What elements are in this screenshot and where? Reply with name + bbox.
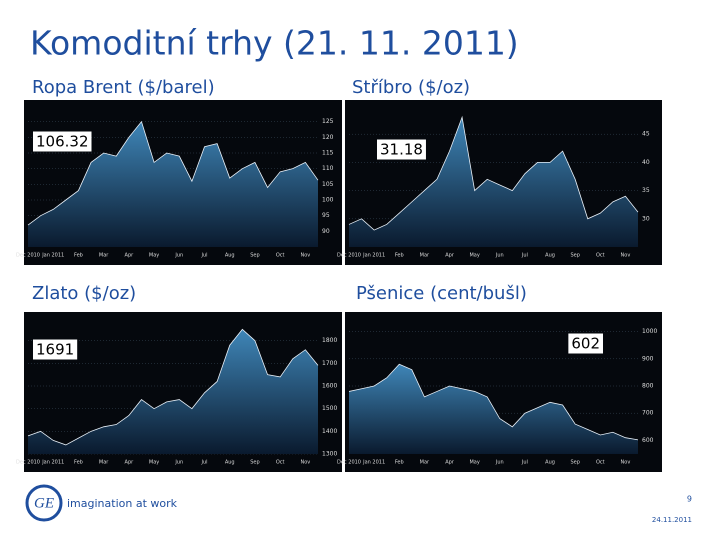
x-tick-label: Dec 2010 [16, 253, 40, 259]
y-tick-label: 1000 [642, 328, 657, 335]
label-background [568, 333, 603, 354]
x-tick-label: Mar [420, 253, 430, 259]
x-tick-label: Aug [225, 460, 235, 466]
x-tick-label: Jan 2011 [362, 460, 385, 466]
label-background [33, 339, 78, 360]
label-background [377, 139, 426, 160]
line [27, 328, 319, 446]
y-tick-label: 30 [642, 215, 650, 222]
x-tick-label: Nov [301, 460, 311, 466]
x-tick-label: Jul [521, 460, 528, 466]
x-tick-label: Apr [445, 253, 455, 259]
x-tick-label: Mar [99, 460, 109, 466]
x-tick-label: Jul [200, 253, 207, 259]
y-tick-label: 1400 [322, 428, 337, 435]
x-tick-label: Oct [596, 253, 605, 259]
x-tick-label: Apr [125, 460, 135, 466]
area [28, 121, 318, 247]
x-tick-label: Sep [250, 253, 259, 259]
x-tick-label: Apr [445, 460, 455, 466]
label-background [33, 131, 92, 152]
x-tick-label: May [149, 460, 159, 466]
x-tick-label: Sep [570, 460, 579, 466]
svg-text:GE: GE [34, 495, 54, 511]
area [349, 117, 638, 247]
y-tick-label: 90 [322, 228, 330, 235]
x-tick-label: Feb [74, 253, 83, 259]
y-tick-label: 1700 [322, 360, 337, 367]
area [349, 364, 638, 454]
y-tick-label: 45 [642, 131, 650, 138]
y-tick-label: 125 [322, 118, 334, 125]
last-value-label: 602 [571, 335, 600, 353]
y-tick-label: 900 [642, 355, 654, 362]
y-tick-label: 1800 [322, 337, 337, 344]
y-tick-label: 600 [642, 437, 654, 444]
x-tick-label: May [469, 460, 479, 466]
x-tick-label: Feb [74, 460, 83, 466]
brand: imagination at work [67, 497, 178, 510]
last-value-label: 31.18 [380, 141, 423, 159]
x-tick-label: May [469, 253, 479, 259]
x-tick-label: Jan 2011 [362, 253, 385, 259]
x-tick-label: Feb [395, 460, 404, 466]
x-tick-label: Apr [125, 253, 135, 259]
chart-title: Stříbro ($/oz) [352, 77, 470, 98]
last-value-label: 106.32 [36, 133, 89, 151]
y-tick-label: 1600 [322, 383, 337, 390]
y-tick-label: 115 [322, 150, 334, 157]
x-tick-label: Jun [174, 460, 183, 466]
page-number: 9 [687, 495, 692, 504]
y-tick-label: 105 [322, 181, 334, 188]
x-tick-label: Aug [545, 253, 555, 259]
chart-title: Zlato ($/oz) [32, 283, 136, 304]
date: 24.11.2011 [652, 516, 692, 524]
x-tick-label: Jan 2011 [41, 253, 64, 259]
x-tick-label: Feb [395, 253, 404, 259]
y-tick-label: 1500 [322, 405, 337, 412]
area [28, 329, 318, 454]
y-tick-label: 95 [322, 212, 330, 219]
x-tick-label: Nov [301, 253, 311, 259]
x-tick-label: Mar [99, 253, 109, 259]
y-tick-label: 35 [642, 187, 650, 194]
x-tick-label: Jul [200, 460, 207, 466]
x-tick-label: Oct [276, 253, 285, 259]
y-tick-label: 100 [322, 197, 334, 204]
x-tick-label: Dec 2010 [337, 460, 361, 466]
x-tick-label: Jun [495, 460, 504, 466]
line [27, 120, 319, 226]
x-tick-label: Sep [250, 460, 259, 466]
y-tick-label: 800 [642, 383, 654, 390]
x-tick-label: Jun [174, 253, 183, 259]
x-tick-label: May [149, 253, 159, 259]
x-tick-label: Jan 2011 [41, 460, 64, 466]
line [348, 115, 639, 231]
x-tick-label: Jun [495, 253, 504, 259]
last-value-label: 1691 [36, 341, 74, 359]
y-tick-label: 1300 [322, 451, 337, 458]
y-tick-label: 40 [642, 159, 650, 166]
x-tick-label: Aug [225, 253, 235, 259]
x-tick-label: Sep [570, 253, 579, 259]
ge-logo: GE [25, 484, 63, 522]
chart-title: Pšenice (cent/bušl) [356, 283, 527, 304]
x-tick-label: Jul [521, 253, 528, 259]
slide-title: Komoditní trhy (21. 11. 2011) [30, 24, 519, 63]
y-tick-label: 110 [322, 165, 334, 172]
x-tick-label: Mar [420, 460, 430, 466]
x-tick-label: Aug [545, 460, 555, 466]
x-tick-label: Nov [621, 460, 631, 466]
chart-title: Ropa Brent ($/barel) [32, 77, 215, 98]
x-tick-label: Oct [596, 460, 605, 466]
y-tick-label: 120 [322, 134, 334, 141]
x-tick-label: Dec 2010 [337, 253, 361, 259]
x-tick-label: Nov [621, 253, 631, 259]
x-tick-label: Oct [276, 460, 285, 466]
y-tick-label: 700 [642, 410, 654, 417]
line [348, 363, 639, 441]
x-tick-label: Dec 2010 [16, 460, 40, 466]
